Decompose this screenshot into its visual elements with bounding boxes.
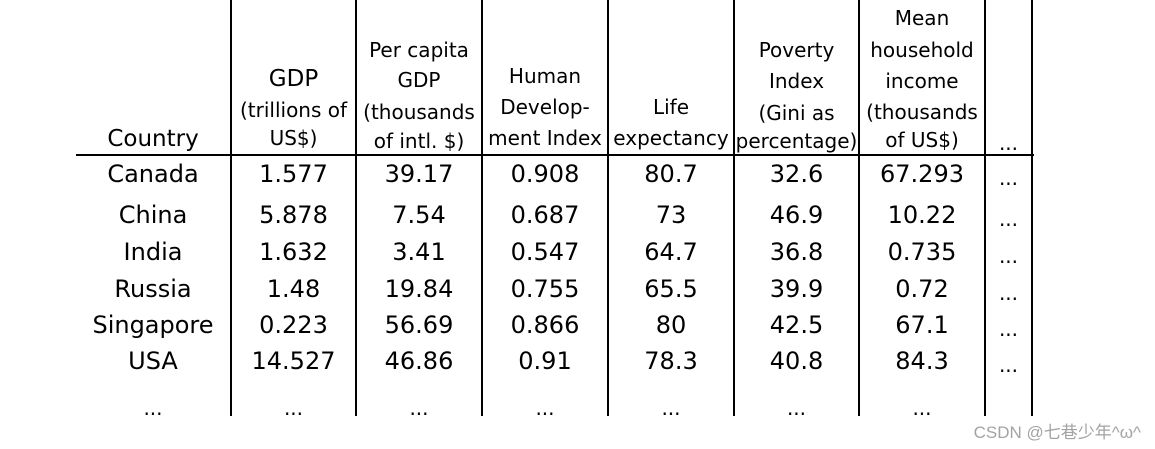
cell-poverty-index: ...	[786, 396, 807, 420]
cell-more: ...	[998, 281, 1019, 305]
cell-country: Singapore	[92, 311, 214, 339]
cell-per-capita-gdp: ...	[409, 396, 429, 420]
column-divider	[355, 0, 357, 416]
cell-per-capita-gdp: 19.84	[384, 275, 454, 303]
cell-mean-household-income: 67.1	[895, 311, 949, 339]
cell-hdi: 0.866	[510, 311, 580, 339]
watermark: CSDN @七巷少年^ω^	[973, 423, 1141, 442]
cell-poverty-index: 42.5	[769, 311, 824, 339]
cell-mean-household-income: 84.3	[895, 347, 949, 375]
column-divider	[733, 0, 735, 416]
cell-more: ...	[998, 317, 1019, 341]
cell-mean-household-income: 10.22	[887, 201, 957, 229]
cell-more: ...	[998, 353, 1019, 377]
cell-gdp: 0.223	[259, 311, 328, 339]
cell-gdp: 5.878	[259, 201, 328, 229]
cell-more: ...	[998, 166, 1019, 190]
header-hdi: Human Develop- ment Index	[488, 64, 602, 150]
cell-life-expectancy: 65.5	[644, 275, 698, 303]
column-divider	[230, 0, 232, 416]
cell-country: India	[123, 238, 183, 266]
cell-life-expectancy: 64.7	[644, 238, 698, 266]
header-life-expectancy: Life expectancy	[613, 95, 729, 150]
cell-life-expectancy: ...	[661, 396, 681, 420]
cell-poverty-index: 46.9	[769, 201, 824, 229]
cell-hdi: 0.547	[510, 238, 580, 266]
cell-hdi: 0.91	[518, 347, 572, 375]
cell-hdi: 0.755	[510, 275, 580, 303]
cell-per-capita-gdp: 7.54	[392, 201, 446, 229]
header-per-capita-gdp: Per capita GDP (thousands of intl. $)	[363, 38, 475, 153]
cell-poverty-index: 40.8	[769, 347, 824, 375]
column-divider	[607, 0, 609, 416]
cell-gdp: 1.577	[259, 160, 328, 188]
cell-per-capita-gdp: 56.69	[384, 311, 454, 339]
cell-mean-household-income: 0.735	[887, 238, 957, 266]
cell-per-capita-gdp: 46.86	[384, 347, 454, 375]
cell-life-expectancy: 78.3	[644, 347, 698, 375]
header-country: Country	[107, 126, 199, 152]
header-poverty-index: Poverty Index (Gini as percentage)	[735, 38, 858, 153]
column-divider	[984, 0, 986, 416]
cell-poverty-index: 36.8	[769, 238, 824, 266]
cell-gdp: 1.632	[259, 238, 328, 266]
cell-hdi: 0.687	[510, 201, 580, 229]
cell-per-capita-gdp: 39.17	[384, 160, 454, 188]
cell-country: Russia	[114, 275, 192, 303]
cell-gdp: 14.527	[251, 347, 336, 375]
cell-mean-household-income: ...	[912, 396, 932, 420]
cell-poverty-index: 32.6	[769, 160, 824, 188]
column-divider	[858, 0, 860, 416]
header-separator	[76, 154, 1034, 156]
cell-country: Canada	[107, 160, 199, 188]
cell-country: China	[118, 201, 188, 229]
cell-life-expectancy: 73	[655, 201, 687, 229]
cell-gdp: 1.48	[266, 275, 321, 303]
cell-gdp: ...	[283, 396, 304, 420]
cell-mean-household-income: 67.293	[880, 160, 964, 188]
cell-country: ...	[143, 396, 163, 420]
cell-life-expectancy: 80.7	[644, 160, 698, 188]
cell-hdi: 0.908	[510, 160, 580, 188]
cell-hdi: ...	[535, 396, 555, 420]
header-mean-household-income: Mean household income (thousands of US$)	[866, 6, 978, 152]
cell-per-capita-gdp: 3.41	[392, 238, 446, 266]
cell-more: ...	[998, 207, 1019, 231]
cell-mean-household-income: 0.72	[895, 275, 949, 303]
cell-country: USA	[128, 347, 178, 375]
cell-poverty-index: 39.9	[769, 275, 824, 303]
header-more-columns: ...	[998, 131, 1019, 155]
cell-life-expectancy: 80	[655, 311, 687, 339]
cell-more: ...	[998, 244, 1019, 268]
column-divider	[481, 0, 483, 416]
column-divider	[1031, 0, 1033, 416]
header-gdp: GDP (trillions of US$)	[239, 66, 348, 150]
